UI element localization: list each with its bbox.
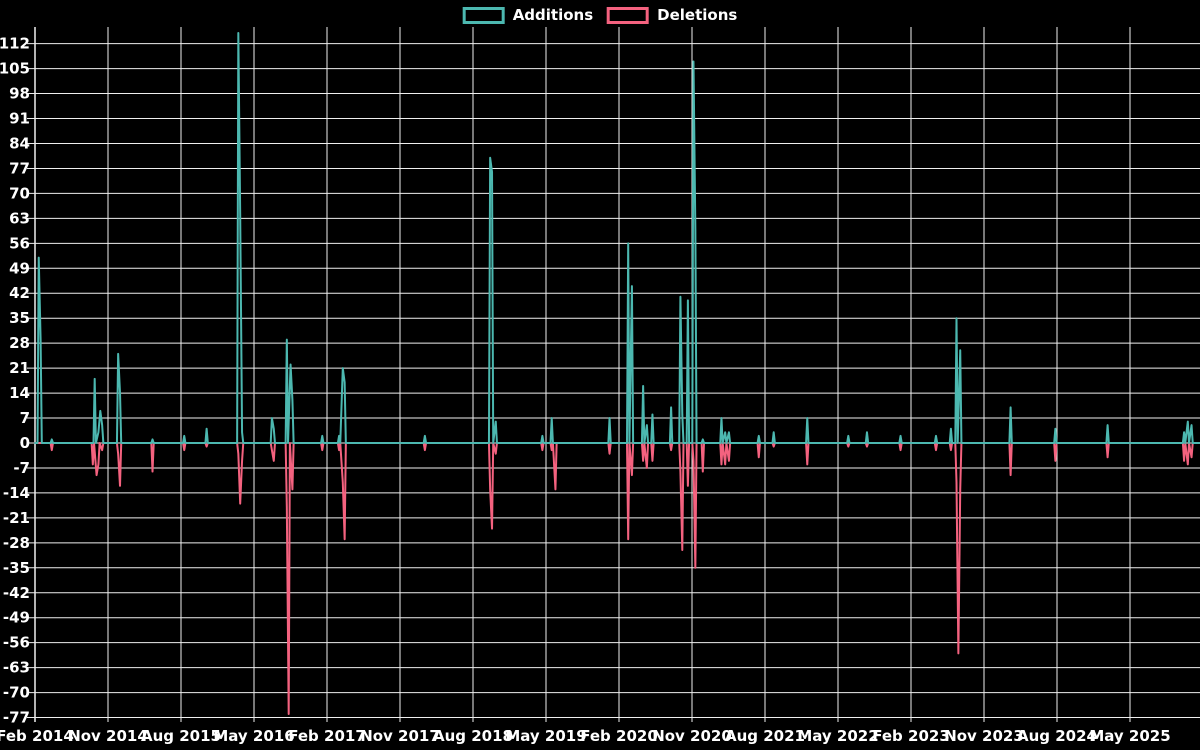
x-axis-tick-label: Feb 2020	[580, 727, 658, 745]
y-axis-tick-label: 35	[9, 309, 30, 327]
y-axis-tick-label: 28	[9, 334, 30, 352]
legend-label-deletions: Deletions	[657, 6, 738, 24]
y-axis-tick-label: -77	[3, 709, 30, 727]
x-axis-tick-label: Aug 2024	[1017, 727, 1097, 745]
y-axis-tick-label: -63	[3, 659, 30, 677]
y-axis-tick-label: -28	[3, 534, 30, 552]
additions-swatch-icon	[462, 6, 505, 24]
y-axis-tick-label: 105	[0, 60, 30, 78]
x-axis-tick-label: Aug 2021	[725, 727, 805, 745]
y-axis-tick-label: 63	[9, 209, 30, 227]
series-line-additions	[34, 31, 1200, 444]
legend-label-additions: Additions	[512, 6, 594, 24]
y-axis-tick-label: -21	[3, 509, 30, 527]
y-axis-tick-label: -35	[3, 559, 30, 577]
x-axis-tick-label: May 2016	[213, 727, 294, 745]
y-axis-tick-label: 98	[9, 85, 30, 103]
y-axis-tick-label: 56	[9, 234, 30, 252]
y-axis-tick-label: 0	[20, 434, 30, 452]
x-axis-tick-label: Feb 2017	[288, 727, 366, 745]
x-axis-tick-label: Nov 2020	[652, 727, 732, 745]
y-axis-tick-label: 42	[9, 284, 30, 302]
x-axis-tick-label: May 2025	[1089, 727, 1170, 745]
y-axis-tick-label: 77	[9, 159, 30, 177]
x-axis-tick-label: May 2019	[505, 727, 586, 745]
x-axis-tick-label: May 2022	[797, 727, 878, 745]
y-axis-tick-label: -49	[3, 609, 30, 627]
y-axis-tick-label: 21	[9, 359, 30, 377]
x-axis-tick-label: Aug 2015	[141, 727, 221, 745]
y-axis-tick-label: 112	[0, 35, 30, 53]
x-axis-tick-label: Aug 2018	[433, 727, 513, 745]
y-axis-tick-label: 91	[9, 110, 30, 128]
y-axis-tick-label: -7	[13, 459, 30, 477]
y-axis-tick-label: 14	[9, 384, 30, 402]
series-line-deletions	[34, 442, 1200, 715]
legend-item-additions: Additions	[462, 6, 594, 24]
x-axis-tick-label: Nov 2014	[68, 727, 148, 745]
x-axis-tick-label: Nov 2017	[360, 727, 440, 745]
chart-legend: Additions Deletions	[462, 6, 737, 24]
x-axis-tick-label: Feb 2023	[872, 727, 950, 745]
x-axis-tick-label: Feb 2014	[0, 727, 74, 745]
y-axis-tick-label: 70	[9, 184, 30, 202]
y-axis-tick-label: -42	[3, 584, 30, 602]
y-axis-tick-label: -56	[3, 634, 30, 652]
y-axis-tick-label: 84	[9, 134, 30, 152]
y-axis-tick-label: -70	[3, 684, 30, 702]
legend-item-deletions: Deletions	[607, 6, 737, 24]
deletions-swatch-icon	[607, 6, 650, 24]
y-axis-tick-label: 7	[20, 409, 30, 427]
x-axis-tick-label: Nov 2023	[944, 727, 1024, 745]
y-axis-tick-label: -14	[3, 484, 30, 502]
y-axis-tick-label: 49	[9, 259, 30, 277]
